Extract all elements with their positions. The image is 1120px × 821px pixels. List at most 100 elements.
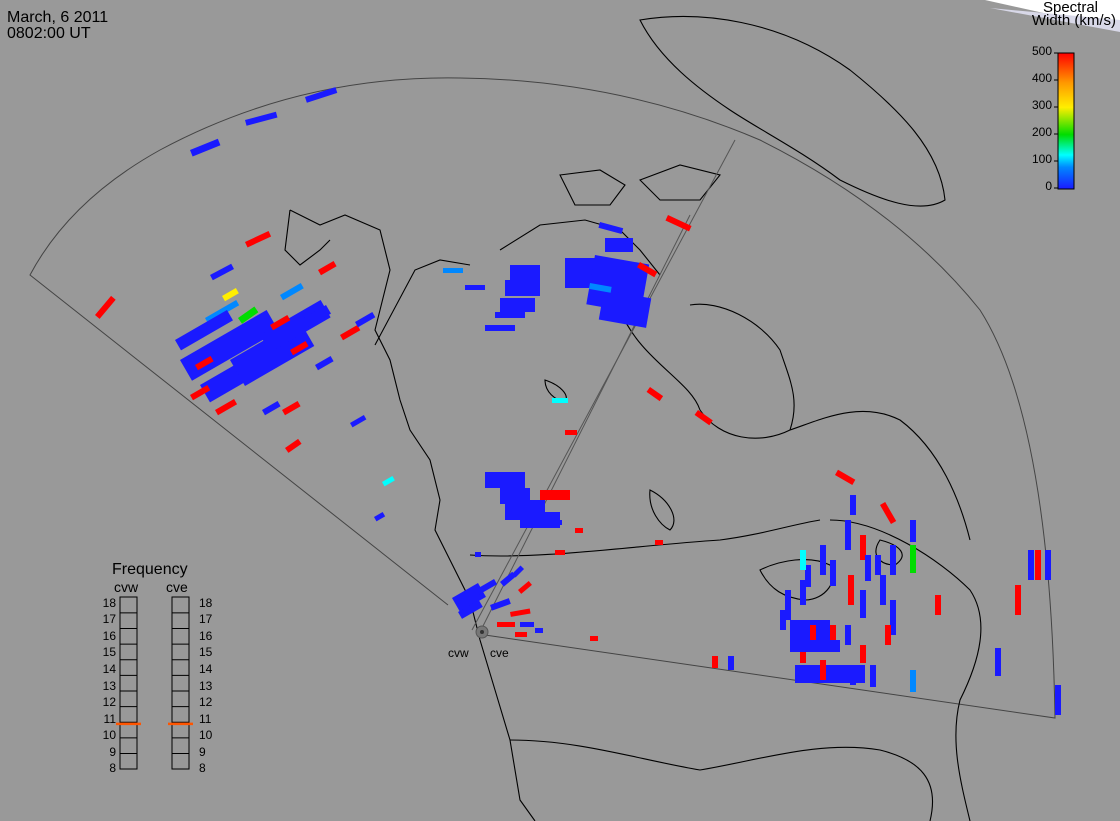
frequency-tick-label: 16 bbox=[102, 629, 116, 643]
frequency-tick-label: 12 bbox=[199, 695, 213, 709]
scatter-cell bbox=[800, 550, 806, 570]
time-label: 0802:00 UT bbox=[7, 25, 91, 42]
scatter-cell bbox=[800, 645, 806, 663]
frequency-tick-label: 15 bbox=[102, 645, 116, 659]
map-corner-shade bbox=[990, 8, 1120, 32]
scatter-cell bbox=[845, 520, 851, 550]
scatter-cell bbox=[374, 512, 386, 522]
scatter-cell bbox=[548, 520, 562, 525]
scatter-cell bbox=[1015, 585, 1021, 615]
scatter-cell bbox=[820, 545, 826, 575]
scatter-cell bbox=[890, 545, 896, 575]
scatter-cell bbox=[785, 590, 791, 620]
scatter-cell bbox=[382, 476, 395, 487]
scatter-cell bbox=[805, 565, 811, 587]
scatter-cell bbox=[728, 656, 734, 670]
frequency-tick-label: 18 bbox=[199, 596, 213, 610]
scatter-cell bbox=[1055, 685, 1061, 715]
scatter-cell bbox=[795, 665, 865, 683]
scatter-cell bbox=[210, 263, 235, 281]
scatter-cell bbox=[500, 298, 535, 312]
frequency-tick-label: 17 bbox=[199, 612, 213, 626]
scatter-cell bbox=[535, 628, 543, 633]
frequency-tick-label: 15 bbox=[199, 645, 213, 659]
colorbar-tick-label: 400 bbox=[1031, 71, 1052, 85]
scatter-cell bbox=[262, 401, 281, 416]
frequency-tick-label: 16 bbox=[199, 629, 213, 643]
scatter-cell bbox=[500, 571, 517, 587]
scatter-cell bbox=[317, 261, 337, 276]
scatter-cell bbox=[465, 285, 485, 290]
scatter-cell bbox=[1028, 550, 1034, 580]
scatter-cell bbox=[485, 325, 515, 331]
scatter-cell bbox=[214, 399, 238, 416]
frequency-grid bbox=[120, 612, 189, 755]
frequency-box-cve bbox=[171, 596, 190, 770]
scatter-cell bbox=[810, 625, 816, 643]
scatter-cell bbox=[510, 265, 540, 283]
scatter-cell bbox=[637, 262, 658, 278]
station-header-cve: cve bbox=[166, 579, 188, 595]
scatter-cell bbox=[189, 385, 211, 401]
scatter-cell bbox=[281, 401, 301, 416]
scatter-cell bbox=[845, 625, 851, 645]
scatter-cell bbox=[880, 575, 886, 605]
scatter-cell bbox=[350, 415, 367, 428]
frequency-tick-label: 18 bbox=[102, 596, 116, 610]
scatter-cell bbox=[339, 325, 361, 341]
frequency-tick-label: 14 bbox=[199, 662, 213, 676]
scatter-cell bbox=[850, 665, 856, 685]
scatter-cell bbox=[890, 600, 896, 635]
scatter-cell bbox=[780, 610, 786, 630]
scatter-cell bbox=[205, 300, 240, 324]
scatter-cell bbox=[505, 280, 540, 296]
colorbar-ticks bbox=[1054, 52, 1058, 189]
scatter-cell bbox=[694, 410, 713, 426]
colorbar-tick-label: 500 bbox=[1031, 44, 1052, 58]
scatter-cell bbox=[665, 215, 692, 232]
scatter-cell bbox=[489, 598, 511, 611]
radar-site-center bbox=[480, 630, 484, 634]
scatter-cell bbox=[221, 288, 239, 302]
frequency-tick-label: 14 bbox=[102, 662, 116, 676]
station-header-cvw: cvw bbox=[114, 579, 139, 595]
scatter-cells bbox=[95, 87, 1061, 715]
scatter-cell bbox=[355, 312, 376, 328]
scatter-cell bbox=[95, 295, 116, 319]
scatter-cell bbox=[443, 268, 463, 273]
frequency-tick-label: 11 bbox=[103, 712, 116, 726]
colorbar-title-line2: Width (km/s) bbox=[1031, 12, 1116, 29]
beam-lines bbox=[471, 139, 736, 633]
frequency-tick-label: 8 bbox=[199, 761, 206, 775]
scatter-cell bbox=[646, 387, 664, 402]
frequency-tick-label: 8 bbox=[109, 761, 116, 775]
site-label-cvw: cvw bbox=[448, 646, 469, 660]
colorbar-tick-label: 100 bbox=[1031, 152, 1052, 166]
scatter-cell bbox=[575, 528, 583, 533]
scatter-cell bbox=[870, 665, 876, 687]
scatter-cell bbox=[910, 670, 916, 692]
scatter-cell bbox=[518, 581, 532, 594]
frequency-box-cvw bbox=[119, 596, 138, 770]
scatter-cell bbox=[835, 469, 856, 485]
frequency-tick-label: 12 bbox=[102, 695, 116, 709]
scatter-cell bbox=[830, 560, 836, 586]
scatter-cell bbox=[935, 595, 941, 615]
scatter-cell bbox=[515, 632, 527, 637]
scatter-cell bbox=[830, 625, 836, 643]
frequency-tick-label: 9 bbox=[199, 745, 206, 759]
scatter-cell bbox=[497, 622, 515, 627]
coastlines bbox=[284, 16, 982, 821]
scatter-cell bbox=[598, 290, 652, 328]
scatter-cell bbox=[299, 305, 331, 329]
scatter-cell bbox=[712, 656, 718, 668]
scatter-cell bbox=[860, 535, 866, 560]
frequency-tick-label: 10 bbox=[102, 728, 116, 742]
scatter-cell bbox=[590, 636, 598, 641]
scatter-cell bbox=[270, 315, 291, 331]
frequency-tick-label: 9 bbox=[109, 745, 116, 759]
frequency-title: Frequency bbox=[112, 561, 188, 578]
scatter-cell bbox=[485, 472, 525, 488]
